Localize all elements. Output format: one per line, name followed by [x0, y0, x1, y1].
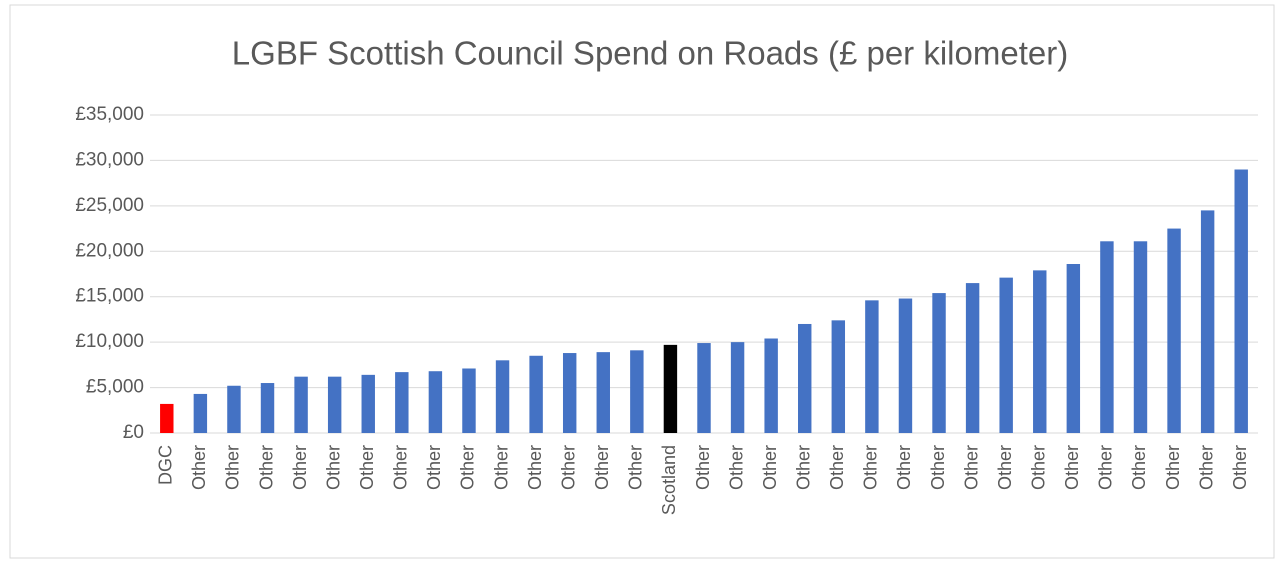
- x-tick-label: Other: [357, 445, 377, 490]
- y-tick-label: £5,000: [86, 377, 144, 398]
- bar: [160, 403, 174, 433]
- chart-title: LGBF Scottish Council Spend on Roads (£ …: [232, 35, 1068, 72]
- x-tick-label: Scotland: [659, 445, 679, 515]
- bar: [965, 283, 980, 433]
- bar: [898, 298, 913, 433]
- bar: [697, 343, 711, 433]
- y-tick-label: £30,000: [75, 149, 144, 170]
- x-tick-label: Other: [1230, 445, 1250, 490]
- x-tick-label: Other: [827, 445, 847, 490]
- x-tick-label: Other: [760, 445, 780, 490]
- y-tick-label: £15,000: [75, 286, 144, 307]
- y-tick-label: £25,000: [75, 195, 144, 216]
- y-tick-label: £20,000: [75, 240, 144, 261]
- x-tick-label: Other: [1062, 445, 1082, 490]
- bar: [562, 353, 577, 433]
- bar: [193, 393, 208, 433]
- chart-border: [9, 4, 1275, 559]
- bar: [227, 385, 241, 433]
- bar: [428, 371, 443, 433]
- y-tick-label: £35,000: [75, 104, 144, 125]
- x-tick-label: Other: [525, 445, 545, 490]
- x-tick-label: Other: [290, 445, 310, 490]
- bar: [529, 355, 543, 433]
- bar: [260, 383, 275, 433]
- bar: [395, 372, 409, 433]
- bar: [1200, 210, 1215, 433]
- bar: [730, 342, 745, 433]
- x-tick-label: Other: [726, 445, 746, 490]
- x-tick-label: DGC: [156, 445, 176, 485]
- x-tick-label: Other: [626, 445, 646, 490]
- bar: [596, 352, 610, 433]
- bar: [361, 374, 375, 433]
- x-tick-label: Other: [458, 445, 478, 490]
- x-tick-label: Other: [861, 445, 881, 490]
- bar: [831, 320, 846, 433]
- x-tick-label: Other: [1029, 445, 1049, 490]
- x-tick-label: Other: [592, 445, 612, 490]
- x-tick-label: Other: [961, 445, 981, 490]
- bar: [294, 376, 308, 433]
- bar: [663, 344, 678, 433]
- x-tick-label: Other: [894, 445, 914, 490]
- bar: [462, 368, 476, 433]
- bar: [1100, 241, 1114, 433]
- bar: [798, 323, 812, 433]
- bar: [1033, 270, 1047, 433]
- y-tick-label: £0: [123, 422, 144, 443]
- x-tick-label: Other: [391, 445, 411, 490]
- x-tick-label: Other: [793, 445, 813, 490]
- bar: [630, 350, 644, 433]
- x-tick-label: Other: [1096, 445, 1116, 490]
- x-tick-label: Other: [256, 445, 276, 490]
- x-tick-label: Other: [1129, 445, 1149, 490]
- y-tick-label: £10,000: [75, 331, 144, 352]
- bar: [932, 293, 946, 433]
- bar: [1066, 264, 1081, 433]
- x-tick-label: Other: [558, 445, 578, 490]
- bar: [495, 360, 510, 433]
- x-tick-label: Other: [928, 445, 948, 490]
- x-tick-label: Other: [1196, 445, 1216, 490]
- x-tick-label: Other: [223, 445, 243, 490]
- x-tick-label: Other: [323, 445, 343, 490]
- x-tick-label: Other: [1163, 445, 1183, 490]
- bar: [999, 277, 1013, 433]
- x-tick-label: Other: [995, 445, 1015, 490]
- bar: [1133, 241, 1148, 433]
- bar: [1167, 228, 1181, 433]
- x-tick-label: Other: [189, 445, 209, 490]
- x-tick-label: Other: [424, 445, 444, 490]
- x-tick-label: Other: [491, 445, 511, 490]
- x-tick-label: Other: [693, 445, 713, 490]
- bar: [1234, 169, 1248, 433]
- bar: [764, 338, 778, 433]
- bar: [327, 376, 342, 433]
- bar: [865, 300, 879, 433]
